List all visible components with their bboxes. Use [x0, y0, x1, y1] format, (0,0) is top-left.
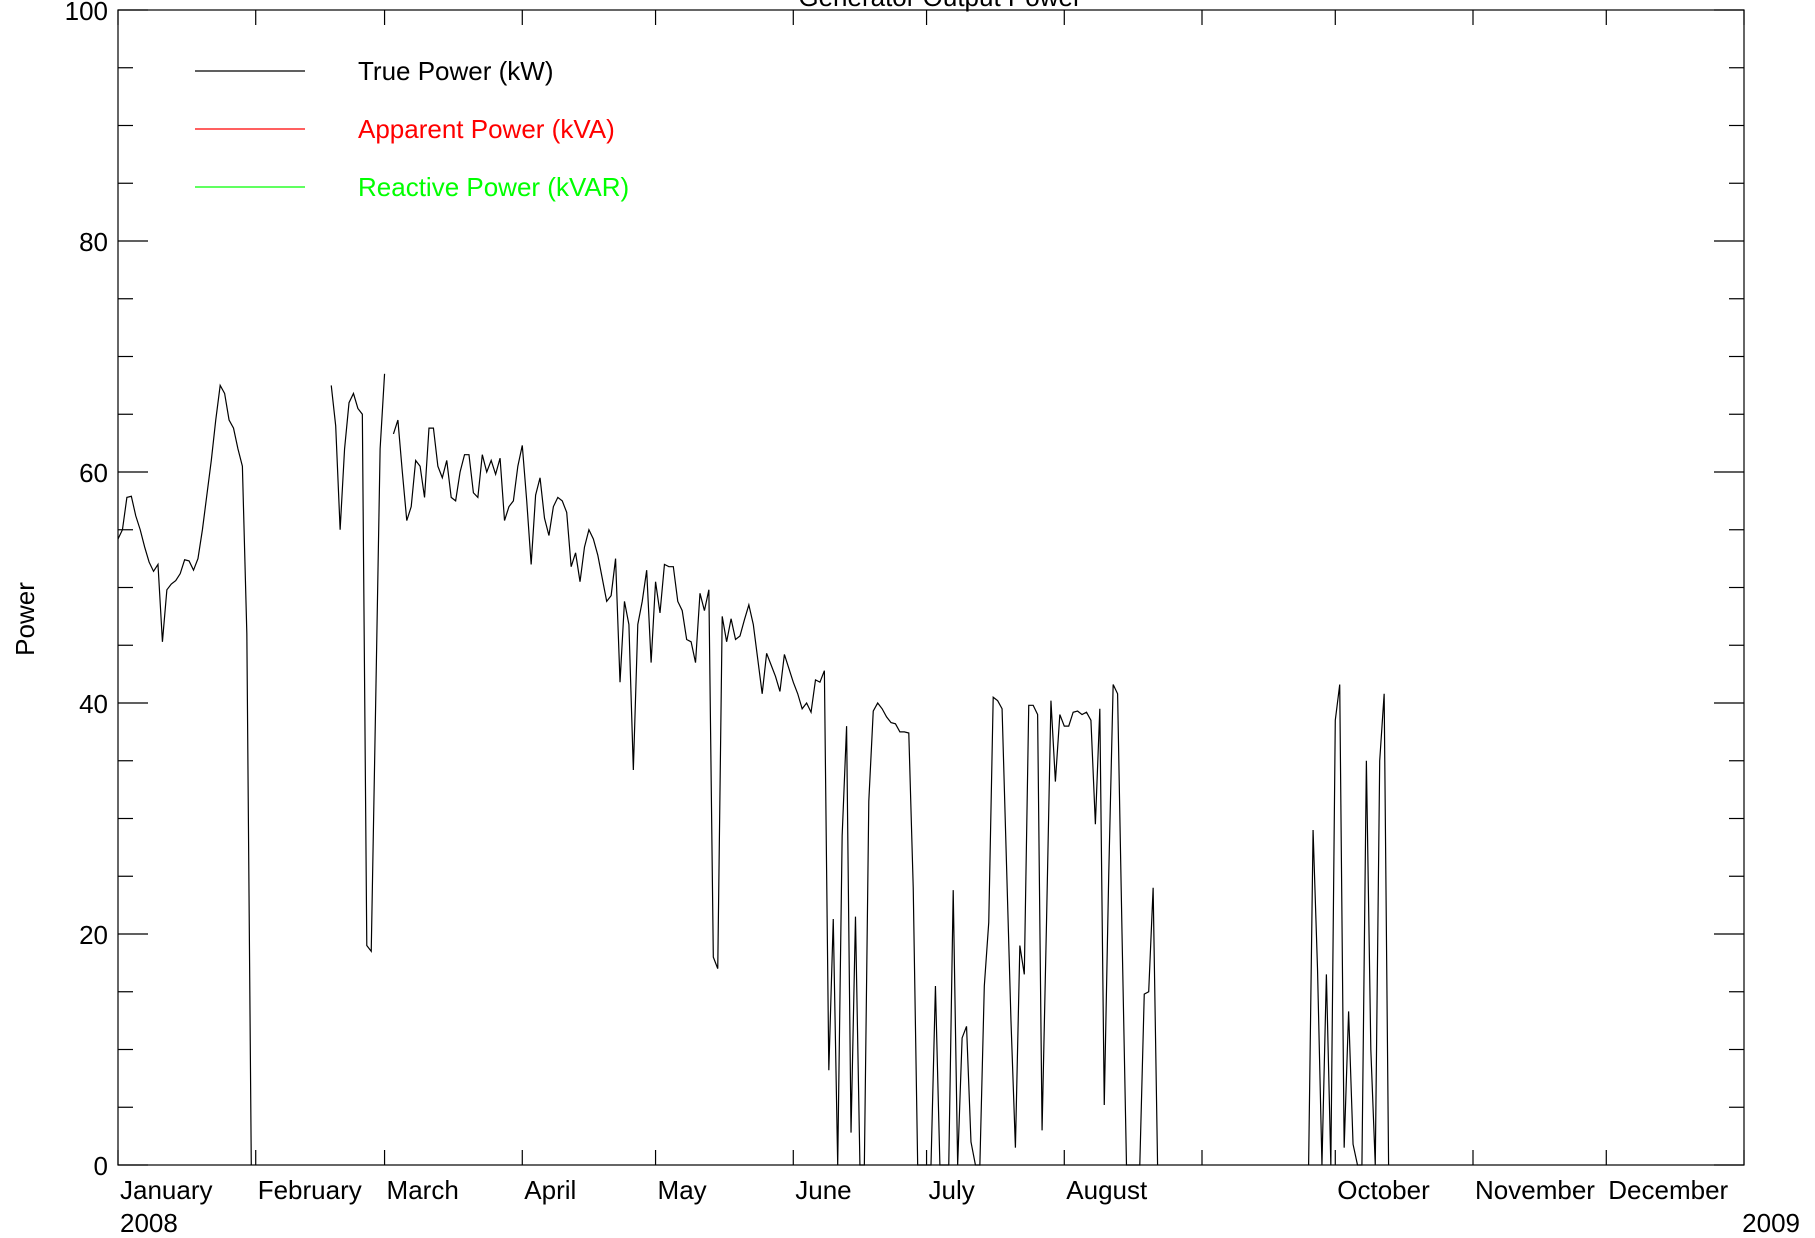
y-tick-label: 40 [79, 689, 108, 719]
y-axis-title: Power [10, 582, 40, 656]
legend-label-reactive-power: Reactive Power (kVAR) [358, 172, 629, 202]
series-line-0 [392, 419, 1159, 1166]
x-tick-label: October [1337, 1175, 1430, 1205]
legend-label-true-power: True Power (kW) [358, 56, 554, 86]
series-line-0 [1308, 684, 1390, 1166]
y-tick-label: 0 [94, 1151, 108, 1181]
y-tick-label: 80 [79, 227, 108, 257]
legend-label-apparent-power: Apparent Power (kVA) [358, 114, 615, 144]
series-layer [117, 373, 1390, 1166]
series-line-0 [330, 373, 386, 954]
y-tick-label: 20 [79, 920, 108, 950]
series-line-0 [117, 383, 252, 1166]
x-tick-label: May [658, 1175, 707, 1205]
chart-title: Generator Output Power [798, 0, 1082, 12]
x-tick-label: July [929, 1175, 975, 1205]
x-tick-label: November [1475, 1175, 1595, 1205]
x-tick-label: January [120, 1175, 213, 1205]
x-tick-label: March [387, 1175, 459, 1205]
x-tick-label: February [258, 1175, 362, 1205]
legend: True Power (kW) Apparent Power (kVA) Rea… [195, 56, 629, 202]
x-tick-label: December [1608, 1175, 1728, 1205]
x-year-label: 2008 [120, 1208, 178, 1238]
y-axis: 0 20 40 60 80 100 [65, 0, 1744, 1181]
x-tick-label: April [524, 1175, 576, 1205]
y-tick-label: 100 [65, 0, 108, 26]
x-tick-label: August [1066, 1175, 1148, 1205]
x-tick-label: June [795, 1175, 851, 1205]
y-tick-label: 60 [79, 458, 108, 488]
x-axis: January February March April May June July Augu… [117, 10, 1800, 1238]
x-year-label: 2009 [1742, 1208, 1800, 1238]
